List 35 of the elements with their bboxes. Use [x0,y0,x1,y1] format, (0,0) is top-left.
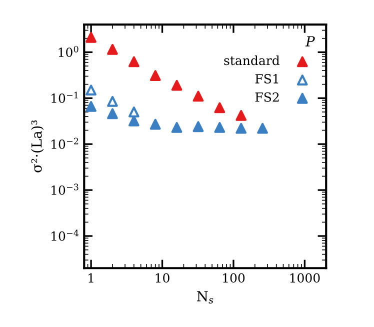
y-tick-label: 10$^{0}$ [58,46,78,58]
point [107,96,118,107]
y-tick-label: 10$^{−1}$ [52,92,78,103]
x-tick-label: 100 [223,273,245,283]
point [257,122,268,134]
y-tick-label: 10$^{−2}$ [52,138,78,149]
x-axis-title: N$_{s}$ [197,291,214,304]
point [150,118,161,130]
point [214,122,226,133]
point [236,122,247,134]
x-tick-label: 1 [88,273,94,282]
y-axis-title: σ²·(La)³ [31,120,44,172]
point [171,122,182,133]
point [236,110,247,121]
point [107,108,118,120]
point [192,90,204,102]
point [107,44,118,55]
x-tick-label: 1000 [290,273,320,283]
point [128,115,140,126]
point [192,121,204,132]
legend-label: FS1 [255,74,278,84]
point [128,56,140,68]
y-tick-label: 10$^{−4}$ [52,230,79,241]
point [86,84,96,96]
point [128,106,140,118]
point [86,101,96,112]
point [171,80,182,91]
legend-label: FS2 [255,92,279,102]
point [214,102,226,114]
point [150,70,161,82]
point [86,32,96,43]
legend-title: P [305,36,315,46]
legend-label: standard [224,55,280,66]
y-tick-label: 10$^{−3}$ [52,184,78,195]
x-tick-label: 10 [156,273,170,283]
